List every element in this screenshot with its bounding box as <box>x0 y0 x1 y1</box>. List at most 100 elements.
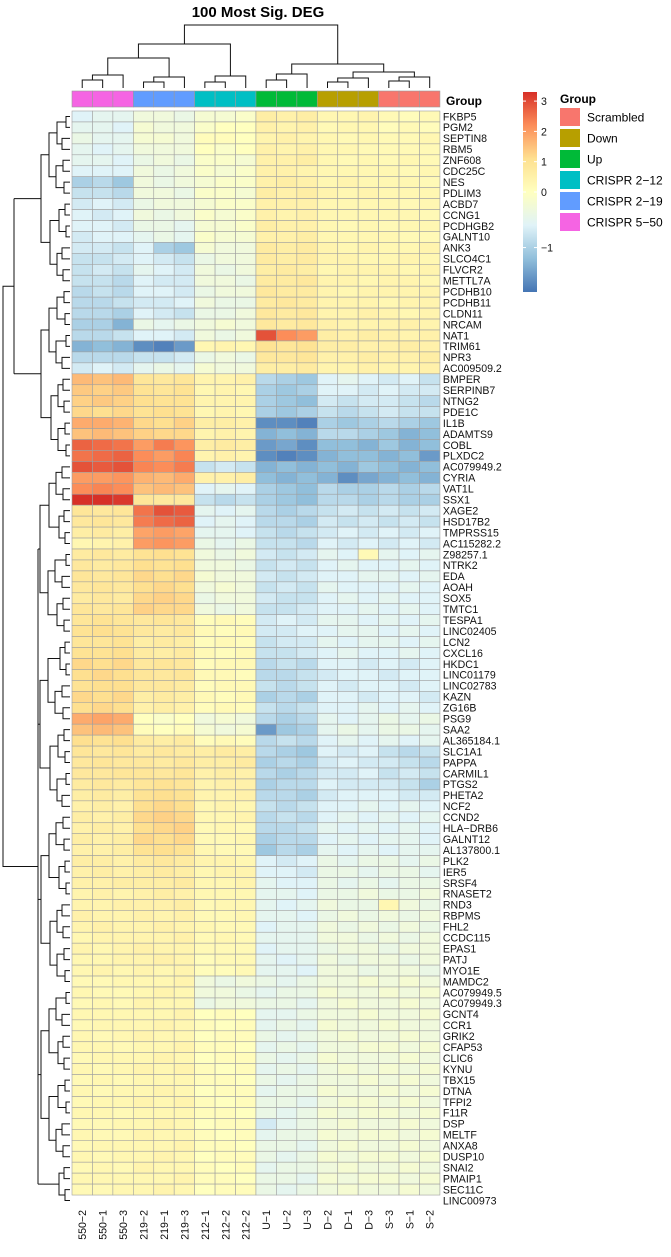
heatmap-cell <box>194 307 216 320</box>
heatmap-cell <box>378 723 400 736</box>
heatmap-cell <box>194 373 216 386</box>
heatmap-cell <box>71 691 93 703</box>
heatmap-cell <box>133 559 155 572</box>
heatmap-cell <box>357 866 379 878</box>
heatmap-cell <box>337 975 359 988</box>
heatmap-cell <box>92 428 114 440</box>
row-label: EDA <box>443 571 466 583</box>
heatmap-cell <box>153 723 175 736</box>
heatmap-cell <box>316 888 339 900</box>
heatmap-cell <box>357 855 379 867</box>
heatmap-cell <box>194 176 216 188</box>
heatmap-cell <box>112 1030 134 1043</box>
heatmap-cell <box>153 877 175 889</box>
heatmap-cell <box>71 669 93 681</box>
heatmap-cell <box>316 625 339 637</box>
heatmap-cell <box>112 844 134 856</box>
heatmap-cell <box>173 263 195 276</box>
heatmap-cell <box>316 614 339 626</box>
heatmap-cell <box>112 833 134 845</box>
heatmap-cell <box>214 844 236 856</box>
group-annotation-cell <box>296 90 318 108</box>
heatmap-cell <box>316 1107 339 1119</box>
heatmap-cell <box>214 384 236 396</box>
heatmap-cell <box>71 187 93 199</box>
heatmap-cell <box>173 220 195 232</box>
heatmap-cell <box>255 691 277 703</box>
heatmap-cell <box>255 307 277 320</box>
heatmap-cell <box>419 274 441 287</box>
heatmap-cell <box>276 899 298 911</box>
heatmap-cell <box>92 296 114 309</box>
heatmap-cell <box>153 899 175 911</box>
heatmap-cell <box>214 559 236 572</box>
heatmap-cell <box>337 592 359 605</box>
heatmap-cell <box>296 877 318 889</box>
heatmap-cell <box>316 176 339 188</box>
heatmap-cell <box>92 493 114 506</box>
heatmap-cell <box>398 406 420 418</box>
heatmap-cell <box>378 953 400 966</box>
heatmap-cell <box>337 931 359 944</box>
heatmap-cell <box>255 242 277 254</box>
heatmap-cell <box>316 745 339 758</box>
heatmap-cell <box>92 242 114 254</box>
heatmap-cell <box>357 723 379 736</box>
heatmap-cell <box>173 472 195 484</box>
heatmap-cell <box>357 647 379 659</box>
heatmap-cell <box>133 1030 155 1043</box>
heatmap-cell <box>419 1172 441 1185</box>
heatmap-cell <box>173 1183 195 1196</box>
heatmap-cell <box>398 384 420 396</box>
dendrogram-branch <box>63 729 70 742</box>
dendrogram-branch <box>48 1096 58 1141</box>
heatmap-cell <box>419 209 441 221</box>
heatmap-cell <box>214 1118 236 1130</box>
heatmap-cell <box>235 701 257 714</box>
heatmap-cell <box>337 351 359 364</box>
heatmap-cell <box>112 953 134 966</box>
heatmap-cell <box>133 1019 155 1032</box>
heatmap-cell <box>173 154 195 167</box>
heatmap-cell <box>276 1172 298 1185</box>
heatmap-cell <box>296 472 318 484</box>
heatmap-cell <box>337 1161 359 1174</box>
heatmap-cell <box>398 920 420 933</box>
row-label: ADAMTS9 <box>443 429 493 441</box>
heatmap-cell <box>316 1096 339 1108</box>
heatmap-cell <box>378 1096 400 1108</box>
heatmap-cell <box>194 986 216 999</box>
heatmap-cell <box>398 461 420 473</box>
heatmap-cell <box>153 1161 175 1174</box>
heatmap-cell <box>235 384 257 396</box>
heatmap-cell <box>357 428 379 440</box>
heatmap-cell <box>316 1063 339 1075</box>
heatmap-cell <box>419 318 441 331</box>
heatmap-cell <box>71 680 93 692</box>
heatmap-cell <box>276 691 298 703</box>
row-label: PLK2 <box>443 856 469 868</box>
heatmap-cell <box>296 253 318 265</box>
heatmap-cell <box>296 756 318 769</box>
heatmap-cell <box>296 351 318 364</box>
heatmap-cell <box>276 472 298 484</box>
heatmap-cell <box>112 548 134 561</box>
heatmap-cell <box>398 242 420 254</box>
row-label: AC079949.3 <box>443 998 502 1010</box>
heatmap-cell <box>133 242 155 254</box>
heatmap-cell <box>255 285 277 298</box>
heatmap-cell <box>173 1129 195 1141</box>
heatmap-cell <box>419 1030 441 1043</box>
row-label: TMPRSS15 <box>443 527 499 539</box>
heatmap-cell <box>378 384 400 396</box>
heatmap-cell <box>92 362 114 375</box>
heatmap-cell <box>378 373 400 386</box>
heatmap-cell <box>71 406 93 418</box>
heatmap-cell <box>173 756 195 769</box>
heatmap-cell <box>316 1085 339 1097</box>
heatmap-cell <box>112 384 134 396</box>
heatmap-cell <box>378 1129 400 1141</box>
heatmap-cell <box>153 866 175 878</box>
heatmap-cell <box>133 176 155 188</box>
row-label: SEC11C <box>443 1184 484 1196</box>
